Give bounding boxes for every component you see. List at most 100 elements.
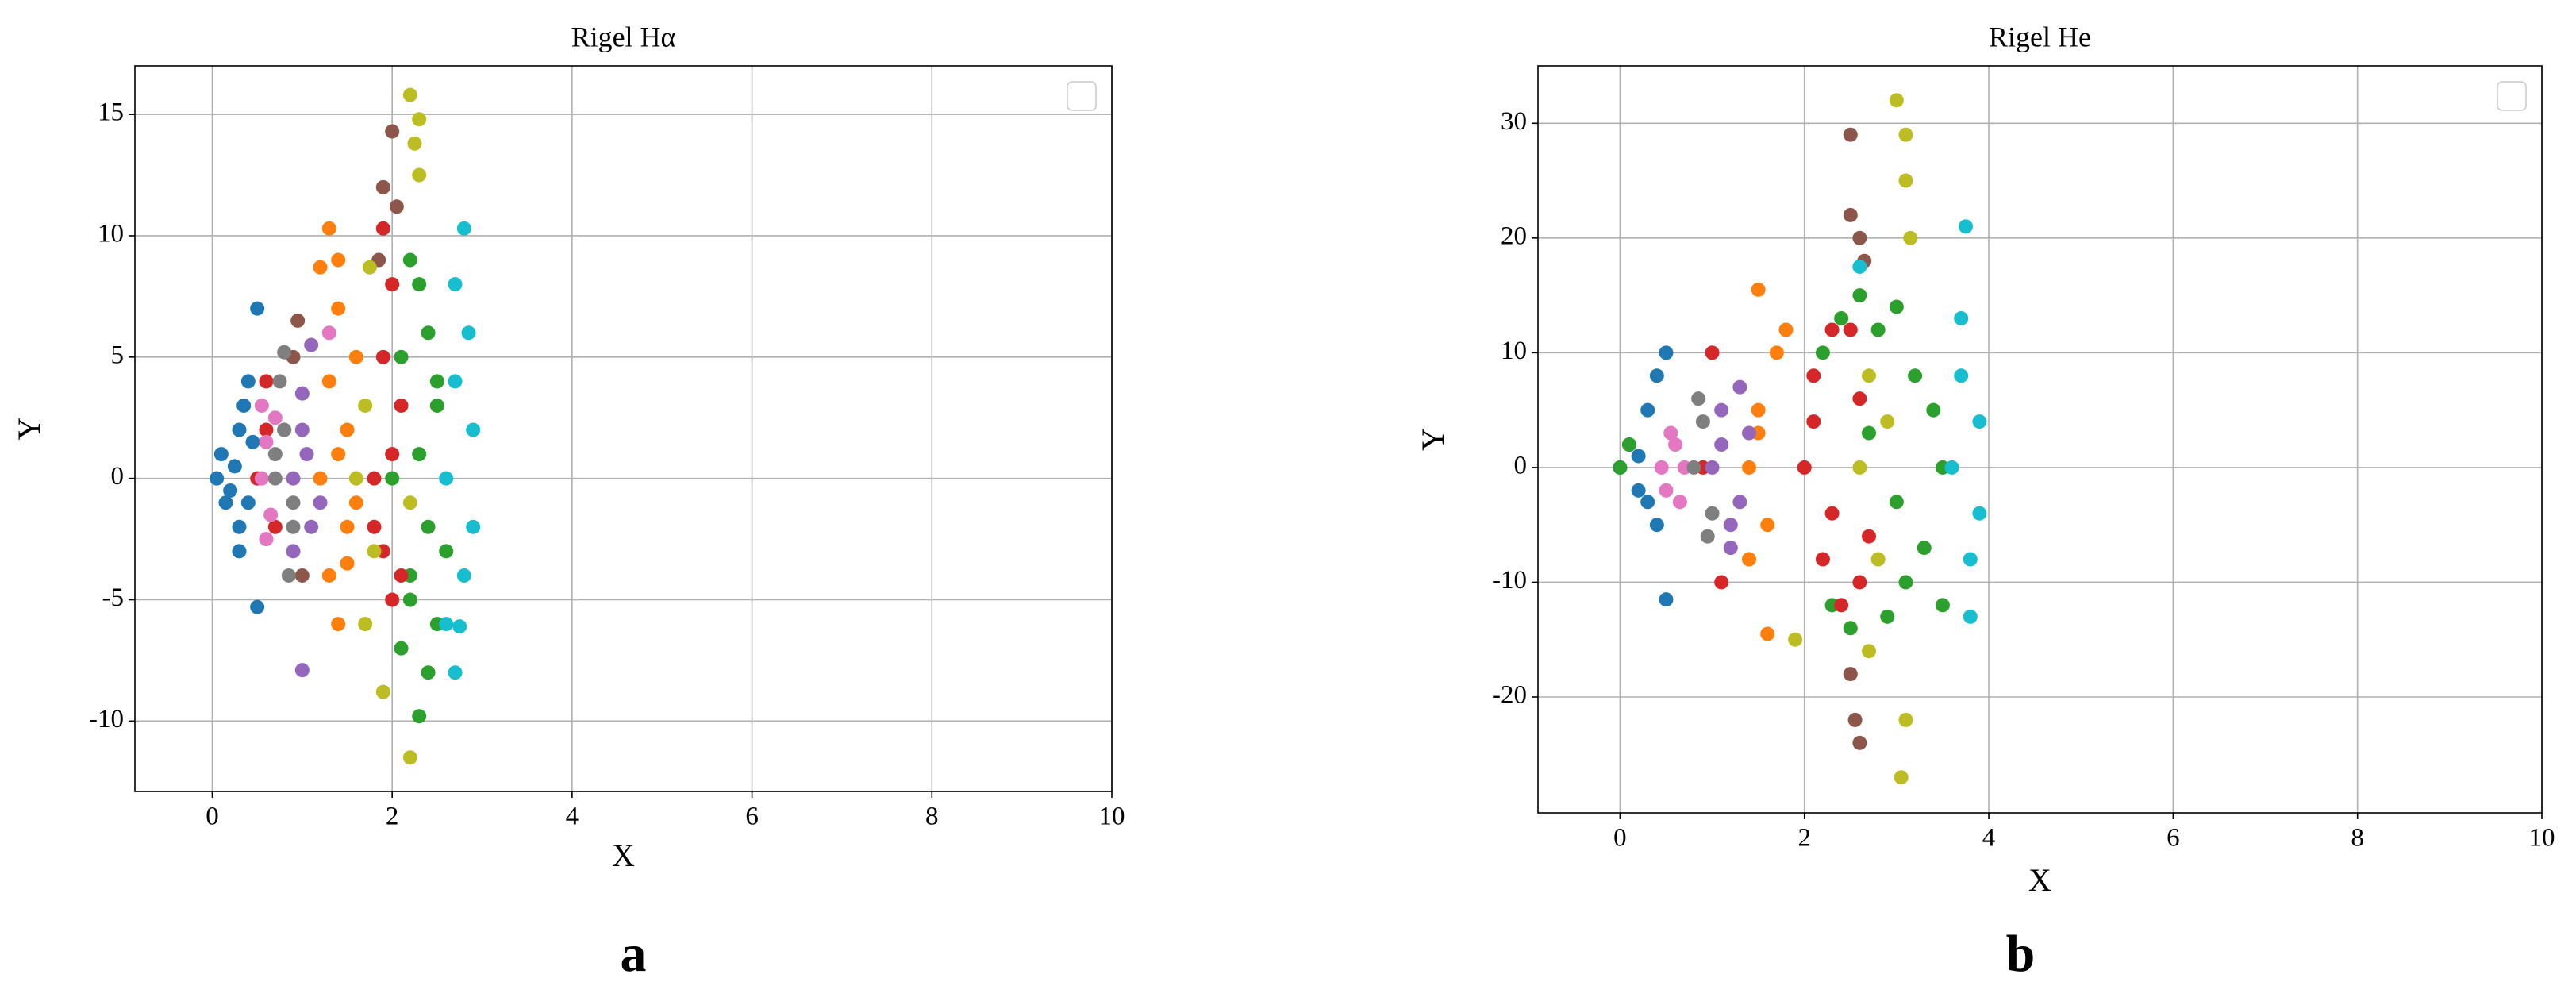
scatter-point xyxy=(402,252,417,268)
scatter-point xyxy=(1862,368,1877,383)
scatter-point xyxy=(439,617,454,632)
scatter-point xyxy=(1663,425,1678,441)
scatter-point xyxy=(331,301,346,316)
scatter-point xyxy=(1898,127,1913,142)
scatter-point xyxy=(1963,609,1978,624)
scatter-point xyxy=(456,568,471,583)
scatter-point xyxy=(1852,259,1867,274)
scatter-point xyxy=(1705,345,1720,360)
scatter-point xyxy=(1723,518,1738,533)
scatter-point xyxy=(1797,460,1812,475)
scatter-point xyxy=(394,641,409,656)
scatter-point xyxy=(1926,402,1941,418)
scatter-point xyxy=(294,568,310,583)
scatter-point xyxy=(1742,552,1757,567)
scatter-point xyxy=(1815,345,1830,360)
scatter-point xyxy=(1815,552,1830,567)
scatter-point xyxy=(1742,425,1757,441)
scatter-point xyxy=(1806,414,1821,429)
scatter-point xyxy=(294,663,310,678)
scatter-point xyxy=(1695,414,1710,429)
scatter-point xyxy=(1668,437,1683,452)
scatter-point xyxy=(429,374,444,389)
y-tick-label: -20 xyxy=(1492,681,1527,710)
scatter-point xyxy=(448,665,463,680)
scatter-point xyxy=(1732,379,1747,395)
axes-frame xyxy=(134,65,1113,792)
scatter-point xyxy=(1760,518,1775,533)
scatter-point xyxy=(1659,592,1674,607)
scatter-point xyxy=(367,471,382,486)
scatter-point xyxy=(304,519,319,534)
panel-label: a xyxy=(621,925,647,983)
scatter-point xyxy=(286,471,301,486)
scatter-point xyxy=(240,374,256,389)
chart-title: Rigel He xyxy=(1989,21,2091,52)
scatter-point xyxy=(210,471,225,486)
scatter-point xyxy=(412,112,427,127)
y-tick-label: -10 xyxy=(89,705,124,734)
scatter-point xyxy=(313,495,328,510)
scatter-point xyxy=(1649,518,1664,533)
scatter-point xyxy=(1894,770,1909,785)
scatter-point xyxy=(1870,322,1886,337)
scatter-point xyxy=(1732,495,1747,510)
scatter-point xyxy=(1659,483,1674,498)
scatter-point xyxy=(1935,598,1950,613)
scatter-point xyxy=(227,459,242,474)
scatter-point xyxy=(385,592,400,607)
scatter-point xyxy=(1691,391,1706,406)
scatter-point xyxy=(367,519,382,534)
scatter-point xyxy=(439,544,454,559)
scatter-point xyxy=(1852,288,1867,303)
scatter-point xyxy=(348,495,363,510)
x-tick-label: 8 xyxy=(925,803,939,831)
scatter-point xyxy=(1889,93,1904,108)
chart-title: Rigel Hα xyxy=(571,21,676,52)
scatter-point xyxy=(1751,282,1766,297)
scatter-point xyxy=(375,349,390,364)
x-tick-label: 6 xyxy=(2167,824,2180,853)
scatter-point xyxy=(259,532,274,547)
scatter-point xyxy=(250,599,265,614)
scatter-point xyxy=(1862,644,1877,659)
scatter-point xyxy=(375,179,390,194)
scatter-point xyxy=(1640,495,1655,510)
scatter-point xyxy=(321,325,336,341)
scatter-point xyxy=(1843,322,1858,337)
scatter-point xyxy=(385,447,400,462)
scatter-point xyxy=(348,471,363,486)
scatter-point xyxy=(1824,322,1840,337)
scatter-point xyxy=(394,568,409,583)
scatter-point xyxy=(429,398,444,413)
scatter-point xyxy=(331,252,346,268)
scatter-point xyxy=(1686,460,1701,475)
scatter-point xyxy=(267,519,283,534)
scatter-point xyxy=(412,447,427,462)
scatter-point xyxy=(1742,460,1757,475)
y-axis-label: Y xyxy=(1415,428,1451,451)
x-tick-label: 6 xyxy=(745,803,759,831)
scatter-point xyxy=(331,617,346,632)
scatter-point xyxy=(1843,621,1858,636)
scatter-point xyxy=(466,422,481,437)
x-tick-label: 0 xyxy=(206,803,219,831)
scatter-point xyxy=(385,277,400,292)
scatter-point xyxy=(254,398,269,413)
scatter-point xyxy=(1898,712,1913,727)
scatter-point xyxy=(375,221,390,236)
scatter-point xyxy=(421,665,436,680)
scatter-point xyxy=(294,422,310,437)
scatter-point xyxy=(1898,173,1913,188)
scatter-point xyxy=(466,519,481,534)
scatter-point xyxy=(1963,552,1978,567)
scatter-point xyxy=(1972,414,1987,429)
scatter-point xyxy=(267,410,283,425)
scatter-point xyxy=(232,519,247,534)
scatter-point xyxy=(452,619,467,634)
y-tick-label: 0 xyxy=(111,462,125,491)
x-tick-label: 10 xyxy=(2529,824,2555,853)
y-tick-label: 0 xyxy=(1514,451,1528,479)
scatter-point xyxy=(277,422,292,437)
scatter-point xyxy=(294,386,310,401)
